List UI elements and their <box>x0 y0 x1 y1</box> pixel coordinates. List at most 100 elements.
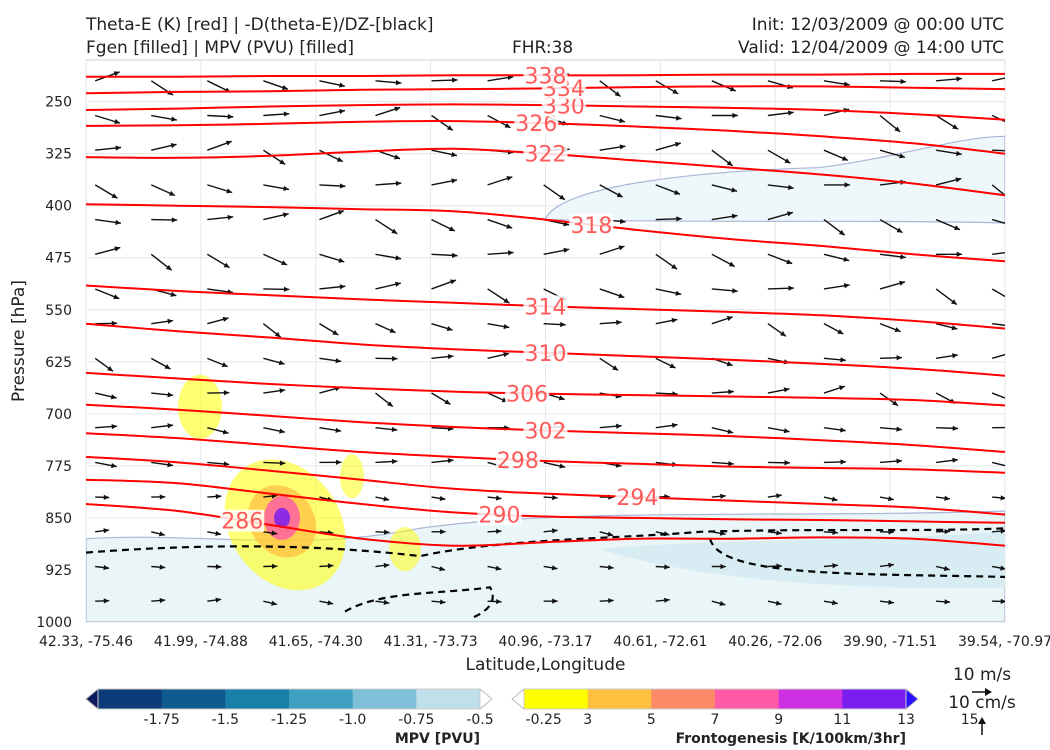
wind-arrow-head <box>559 194 565 200</box>
mpv-shallow-region <box>600 531 1005 588</box>
fgen-colorbar-tick: 7 <box>711 712 720 728</box>
wind-arrow-head <box>115 219 121 226</box>
wind-arrow-head <box>840 357 846 363</box>
contour-label-bg <box>569 213 614 236</box>
wind-arrow-head <box>283 286 290 292</box>
wind-arrow-head <box>731 187 738 193</box>
wind-arrow-head <box>107 365 113 372</box>
contour-label-bg <box>523 341 568 364</box>
wind-arrow-head <box>271 530 278 536</box>
theta-e-contour-318 <box>86 203 1005 263</box>
wind-arrow-head <box>394 154 401 160</box>
chart-title-line1: Theta-E (K) [red] | -D(theta-E)/DZ-[blac… <box>86 15 434 35</box>
chart-title-line2: Fgen [filled] | MPV (PVU) [filled] <box>86 38 355 58</box>
wind-arrow-head <box>840 459 846 465</box>
wind-arrow-head <box>383 496 390 502</box>
wind-arrow <box>992 149 1005 152</box>
wind-arrow-head <box>892 400 899 406</box>
wind-arrow-head <box>171 217 178 223</box>
contour-label-294: 294 <box>616 486 658 511</box>
wind-arrow-head <box>776 530 782 536</box>
wind-arrow-head <box>227 214 234 221</box>
x-tick-label: 40.26, -72.06 <box>728 634 822 650</box>
wind-arrow-head <box>451 178 458 184</box>
wind-arrow-head <box>788 285 794 291</box>
wind-arrow-head <box>843 81 850 87</box>
wind-arrow-head <box>451 151 457 158</box>
wind-arrow-head <box>164 364 171 370</box>
wind-arrow-head <box>956 76 962 82</box>
wind-arrow-head <box>956 150 962 156</box>
contour-label-286: 286 <box>221 510 263 535</box>
y-tick-label: 700 <box>45 407 72 423</box>
wind-arrow-head <box>616 319 622 326</box>
wind-arrow <box>991 353 1005 360</box>
mpv-colorbar-segment <box>225 689 290 709</box>
wind-arrow-head <box>788 110 794 116</box>
wind-arrow-head <box>504 122 511 128</box>
wind-arrow-head <box>271 563 278 569</box>
wind-arrow-head <box>215 530 222 536</box>
wind-arrow-head <box>165 264 172 271</box>
wind-arrow-head <box>223 461 230 467</box>
contour-label-bg <box>220 509 265 532</box>
wind-arrow-head <box>327 563 334 569</box>
wind-arrow-head <box>955 177 962 183</box>
fgen-colorbar-segment <box>715 689 780 709</box>
wind-arrow-head <box>888 562 894 568</box>
wind-arrow-head <box>944 599 951 605</box>
mpv-colorbar-tick: -1.75 <box>144 712 180 728</box>
wind-arrow-head <box>395 80 402 86</box>
mpv-colorbar-tick: -0.5 <box>466 712 493 728</box>
fgen-colorbar-segment <box>587 689 652 709</box>
wind-arrow-head <box>223 262 230 268</box>
wind-arrow-head <box>394 281 401 287</box>
wind-arrow-head <box>559 463 566 469</box>
wind-arrow-head <box>170 291 177 297</box>
wind-arrow-head <box>899 280 906 286</box>
wind-arrow-head <box>383 562 390 569</box>
wind-arrow-head <box>327 600 334 606</box>
wind-arrow-head <box>336 459 342 465</box>
wind-arrow-head <box>671 422 678 429</box>
wind-arrow-head <box>551 528 558 534</box>
mpv-colorbar-segment <box>289 689 354 709</box>
wind-arrow-head <box>439 599 446 605</box>
wind-arrow-head <box>1012 249 1018 254</box>
wind-arrow-head <box>675 290 682 296</box>
wind-arrow-head <box>392 356 398 362</box>
wind-arrow-head <box>776 493 782 499</box>
wind-arrow <box>991 288 1005 298</box>
wind-arrow-head <box>1011 223 1017 228</box>
wind-arrow-head <box>111 423 118 430</box>
wind-arrow-head <box>775 600 782 606</box>
wind-arrow-head <box>558 395 565 401</box>
wind-arrow-head <box>840 427 846 433</box>
wind-arrow-head <box>674 142 681 148</box>
x-tick-label: 40.96, -73.17 <box>498 634 592 650</box>
wind-arrow-head <box>944 495 950 501</box>
wind-arrow-head <box>167 423 174 429</box>
mpv-colorbar-segment <box>98 689 163 709</box>
wind-arrow-head <box>671 317 678 324</box>
wind-arrow-head <box>337 210 344 215</box>
wind-arrow-head <box>952 353 958 359</box>
wind-arrow-head <box>726 361 733 367</box>
fgen-colorbar-extend-low <box>511 687 525 711</box>
wind-arrow-head <box>215 564 222 570</box>
wind-arrow-head <box>607 564 614 570</box>
axes: 250 325 400 475 550 625 700 775 850 925 1000 42.33,… <box>9 95 1050 675</box>
fgen-colorbar-extend-high <box>905 687 919 711</box>
wind-arrow-head <box>608 598 614 604</box>
wind-arrow-head <box>664 564 670 570</box>
wind-arrow-head <box>620 218 626 224</box>
wind-arrow-head <box>614 91 621 97</box>
theta-e-contour-294 <box>86 455 1005 516</box>
wind-arrow-head <box>114 119 121 125</box>
wind-arrow-head <box>732 288 738 294</box>
wind-arrow-head <box>788 184 794 190</box>
wind-arrow-head <box>450 279 456 285</box>
wind-arrow-head <box>612 365 619 371</box>
wind-arrow-head <box>952 457 958 463</box>
